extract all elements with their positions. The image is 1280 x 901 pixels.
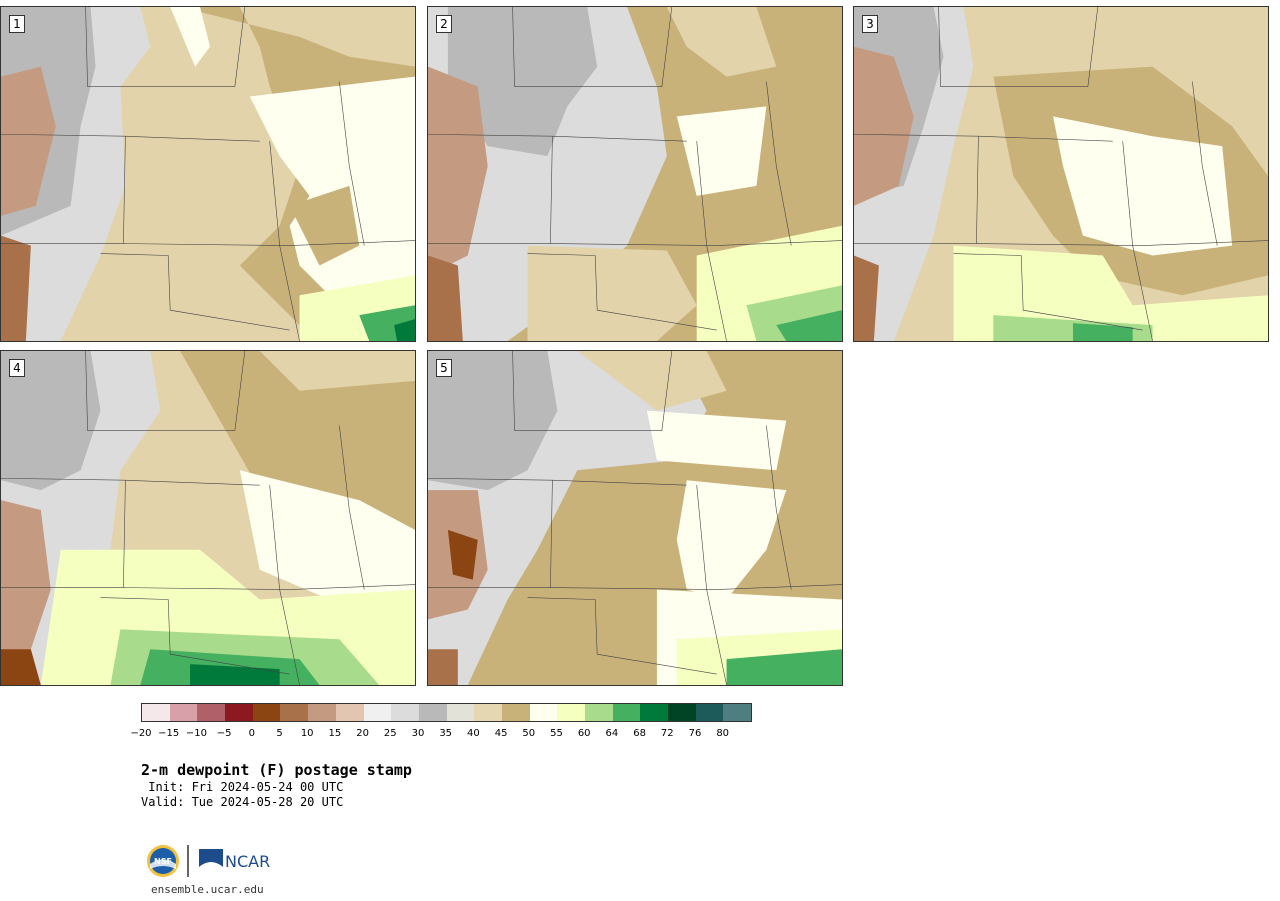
svg-text:NSF: NSF: [154, 857, 172, 866]
colorbar-swatch: [280, 704, 309, 721]
colorbar-swatch: [363, 704, 392, 721]
postage-stamp-panel-2: 2: [427, 6, 843, 342]
panel-number: 4: [9, 359, 25, 377]
colorbar-swatch: [446, 704, 475, 721]
dewpoint-map-5: [428, 351, 842, 685]
dewpoint-map-1: [1, 7, 415, 341]
colorbar-tick-label: 40: [467, 728, 480, 739]
colorbar-tick-label: 20: [356, 728, 369, 739]
colorbar-swatch: [557, 704, 585, 721]
nsf-logo-icon: NSF: [147, 845, 179, 877]
panel-number: 1: [9, 15, 25, 33]
colorbar-tick-label: 80: [716, 728, 730, 739]
colorbar-tick-label: 45: [494, 728, 508, 739]
figure-title: 2-m dewpoint (F) postage stamp: [141, 761, 412, 779]
colorbar-tick-label: 10: [300, 728, 314, 739]
colorbar-tick-label: −15: [158, 728, 180, 739]
svg-text:NCAR: NCAR: [225, 852, 270, 871]
colorbar-swatch: [612, 704, 641, 721]
dewpoint-colorbar: [141, 703, 753, 722]
colorbar-tick-label: 5: [276, 728, 283, 739]
panel-number: 2: [436, 15, 452, 33]
colorbar-tick-label: 55: [550, 728, 563, 739]
dewpoint-map-3: [854, 7, 1268, 341]
dewpoint-map-4: [1, 351, 415, 685]
postage-stamp-panel-5: 5: [427, 350, 843, 686]
colorbar-tick-label: −20: [130, 728, 152, 739]
colorbar-swatch: [640, 704, 669, 721]
ncar-logo-icon: NCAR: [199, 849, 270, 871]
colorbar-tick-label: 72: [660, 728, 674, 739]
site-url: ensemble.ucar.edu: [151, 883, 264, 896]
dewpoint-map-2: [428, 7, 842, 341]
colorbar-tick-label: 50: [522, 728, 536, 739]
colorbar-tick-label: 60: [577, 728, 591, 739]
colorbar-swatch: [391, 704, 419, 721]
colorbar-tick-label: 15: [328, 728, 342, 739]
colorbar-swatch: [695, 704, 724, 721]
colorbar-tick-label: 64: [605, 728, 619, 739]
postage-stamp-panel-3: 3: [853, 6, 1269, 342]
colorbar-tick-label: −10: [185, 728, 207, 739]
colorbar-swatch: [474, 704, 502, 721]
colorbar-tick-label: 68: [633, 728, 646, 739]
postage-stamp-panel-1: 1: [0, 6, 416, 342]
valid-time: Valid: Tue 2024-05-28 20 UTC: [141, 795, 344, 809]
colorbar-swatch: [585, 704, 613, 721]
colorbar-tick-label: 0: [248, 728, 255, 739]
colorbar-swatch: [142, 704, 170, 721]
colorbar-tick-label: 25: [383, 728, 397, 739]
init-time: Init: Fri 2024-05-24 00 UTC: [141, 780, 344, 794]
colorbar-tick-label: 35: [439, 728, 453, 739]
colorbar-swatch: [668, 704, 696, 721]
panel-number: 3: [862, 15, 878, 33]
colorbar-swatch: [225, 704, 253, 721]
colorbar-swatch: [169, 704, 198, 721]
colorbar-tick-label: 76: [688, 728, 702, 739]
colorbar-swatch: [197, 704, 226, 721]
colorbar-ticks: −20 −15 −10 −5 0 5 10 15 20 25 30 35 40 45 50 55 60 64 68 7…: [130, 728, 761, 742]
colorbar-swatch: [723, 704, 752, 721]
colorbar-swatch: [335, 704, 364, 721]
colorbar-swatch: [501, 704, 530, 721]
colorbar-tick-label: 30: [411, 728, 425, 739]
colorbar-swatch: [308, 704, 336, 721]
postage-stamp-panel-4: 4: [0, 350, 416, 686]
panel-number: 5: [436, 359, 452, 377]
colorbar-tick-label: −5: [216, 728, 232, 739]
colorbar-swatch: [252, 704, 281, 721]
colorbar-swatch: [418, 704, 447, 721]
colorbar-swatch: [529, 704, 558, 721]
nsf-ncar-logos: NSF NCAR: [147, 845, 270, 877]
